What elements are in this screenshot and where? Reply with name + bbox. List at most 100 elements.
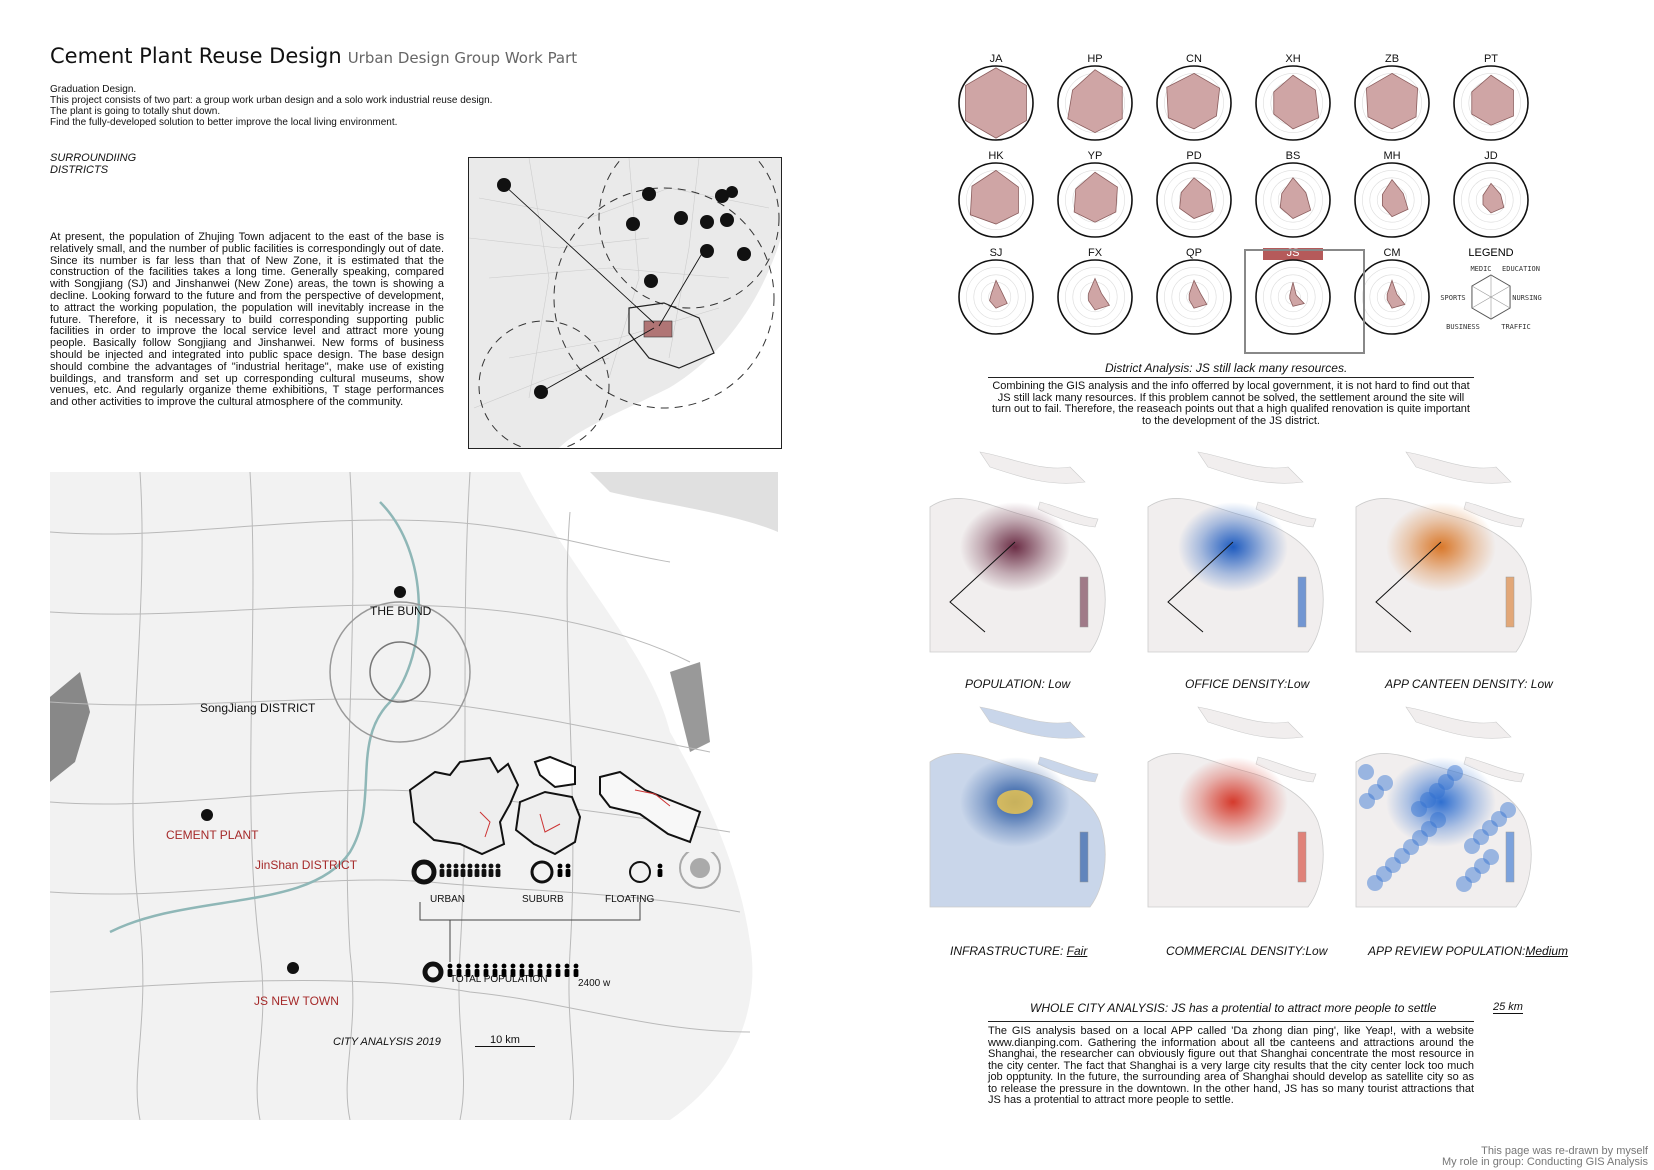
page-title: Cement Plant Reuse Design Urban Design Gr…	[50, 44, 577, 68]
radar-fx: FX	[1057, 247, 1133, 335]
radar-legend: LEGEND MEDIC EDUCATION NURSING TRAFFIC BUSINE…	[1440, 247, 1541, 331]
heatmap-map	[1147, 706, 1324, 908]
body-paragraph: At present, the population of Zhujing To…	[50, 231, 444, 409]
legend-total-population: TOTAL POPULATION	[450, 974, 548, 985]
district-divider	[988, 377, 1474, 378]
heatmap-map	[1147, 451, 1324, 653]
radar-shape	[969, 169, 1019, 225]
heatmap-label-text: INFRASTRUCTURE:	[950, 944, 1067, 958]
intro-text: Graduation Design. This project consists…	[50, 84, 570, 128]
radar-shape	[1188, 279, 1208, 309]
heatmap-label: APP REVIEW POPULATION:Medium	[1368, 944, 1568, 958]
radar-label: MH	[1383, 150, 1400, 162]
radar-shape	[1166, 72, 1221, 130]
city-scale: 10 km	[475, 1034, 535, 1047]
intro-line: The plant is going to totally shut down.	[50, 106, 221, 117]
radar-label: CN	[1186, 53, 1202, 65]
radar-label: XH	[1285, 53, 1300, 65]
heatmap-label: POPULATION: Low	[965, 677, 1071, 691]
legend-floating: FLOATING	[605, 894, 655, 905]
radar-grid: JA HP CN XH ZB PT HK YP PD BS MH JD SJ FX QP JS CM LEGEND…	[950, 48, 1630, 353]
radar-xh: XH	[1255, 53, 1331, 141]
radar-shape	[1365, 72, 1419, 130]
radar-qp: QP	[1156, 247, 1232, 335]
radar-pd: PD	[1156, 150, 1232, 238]
regional-map-graphic	[469, 158, 781, 448]
heatmap-map	[929, 706, 1106, 908]
heatmap-label-rating: Fair	[1066, 944, 1088, 958]
legend-total-value: 2400 w	[578, 978, 611, 989]
city-map-graphic	[50, 472, 778, 1120]
heatmap-label-rating: Medium	[1525, 944, 1569, 958]
radar-shape	[989, 279, 1008, 309]
legend-title: LEGEND	[1468, 247, 1513, 259]
whole-city-caption: WHOLE CITY ANALYSIS: JS has a protential…	[1030, 1001, 1437, 1015]
intro-line: This project consists of two part: a gro…	[50, 95, 493, 106]
radar-highlight-frame	[1244, 249, 1365, 354]
highlight-tag	[1263, 248, 1323, 260]
population-legend	[411, 852, 721, 983]
intro-line: Find the fully-developed solution to bet…	[50, 117, 398, 128]
heatmap-label: OFFICE DENSITY:Low	[1185, 677, 1310, 691]
legend-axis-label: NURSING	[1512, 294, 1542, 302]
radar-yp: YP	[1057, 150, 1133, 238]
radar-label: JA	[990, 53, 1004, 65]
jsnew-marker	[287, 962, 299, 974]
radar-hp: HP	[1057, 53, 1133, 141]
radar-shape	[1273, 74, 1320, 130]
district-caption: District Analysis: JS still lack many re…	[1105, 361, 1348, 375]
radar-shape	[1179, 177, 1214, 219]
radar-shape	[1386, 279, 1406, 309]
radar-shape	[1279, 177, 1312, 219]
district-text: Combining the GIS analysis and the info …	[992, 380, 1470, 427]
label-the-bund: THE BUND	[370, 604, 432, 618]
city-caption: CITY ANALYSIS 2019	[333, 1036, 441, 1048]
legend-axis-label: SPORTS	[1440, 294, 1465, 302]
section-heading-line: DISTRICTS	[50, 164, 109, 176]
heatmap-map	[929, 451, 1106, 653]
radar-zb: ZB	[1354, 53, 1430, 141]
heatmap-map	[1355, 451, 1532, 653]
radar-label: PD	[1186, 150, 1201, 162]
intro-line: Graduation Design.	[50, 84, 137, 95]
radar-mh: MH	[1354, 150, 1430, 238]
cement-marker	[201, 809, 213, 821]
footer-line: My role in group: Conducting GIS Analysi…	[1441, 1156, 1648, 1168]
heatmap-map	[1355, 706, 1532, 908]
radar-shape	[1073, 171, 1118, 223]
legend-axis-label: BUSINESS	[1446, 323, 1480, 331]
footer-line: This page was re-drawn by myself	[1481, 1145, 1648, 1157]
radar-shape	[965, 67, 1027, 139]
section-heading: SURROUNDIING DISTRICTS	[50, 152, 136, 176]
radar-label: JD	[1484, 150, 1498, 162]
title-main: Cement Plant Reuse Design	[50, 44, 342, 68]
legend-axis-label: EDUCATION	[1502, 265, 1540, 273]
radar-shape	[1471, 74, 1514, 126]
heatmap-label-text: APP REVIEW POPULATION:	[1368, 944, 1526, 958]
radar-label: HK	[988, 150, 1004, 162]
radar-label: FX	[1088, 247, 1103, 259]
section-heading-line: SURROUNDIING	[50, 152, 137, 164]
radar-label: ZB	[1385, 53, 1399, 65]
label-jinshan: JinShan DISTRICT	[255, 858, 358, 872]
radar-shape	[1088, 277, 1111, 311]
legend-suburb: SUBURB	[522, 894, 564, 905]
radar-ja: JA	[958, 53, 1034, 141]
radar-sj: SJ	[958, 247, 1034, 335]
radar-jd: JD	[1453, 150, 1529, 238]
radar-label: SJ	[990, 247, 1003, 259]
legend-urban: URBAN	[430, 894, 466, 905]
heatmap-grid: POPULATION: Low OFFICE DENSITY:Low APP C…	[920, 447, 1620, 967]
radar-shape	[1482, 182, 1505, 214]
heatmap-label: INFRASTRUCTURE: Fair	[950, 944, 1087, 958]
footer: This page was re-drawn by myself My role…	[1442, 1146, 1648, 1168]
radar-shape	[1067, 69, 1123, 134]
radar-label: YP	[1088, 150, 1103, 162]
radar-label: BS	[1286, 150, 1301, 162]
radar-cm: CM	[1354, 247, 1430, 335]
radar-label: HP	[1087, 53, 1102, 65]
radar-hk: HK	[958, 150, 1034, 238]
regional-map	[468, 157, 782, 449]
bund-marker	[394, 586, 406, 598]
